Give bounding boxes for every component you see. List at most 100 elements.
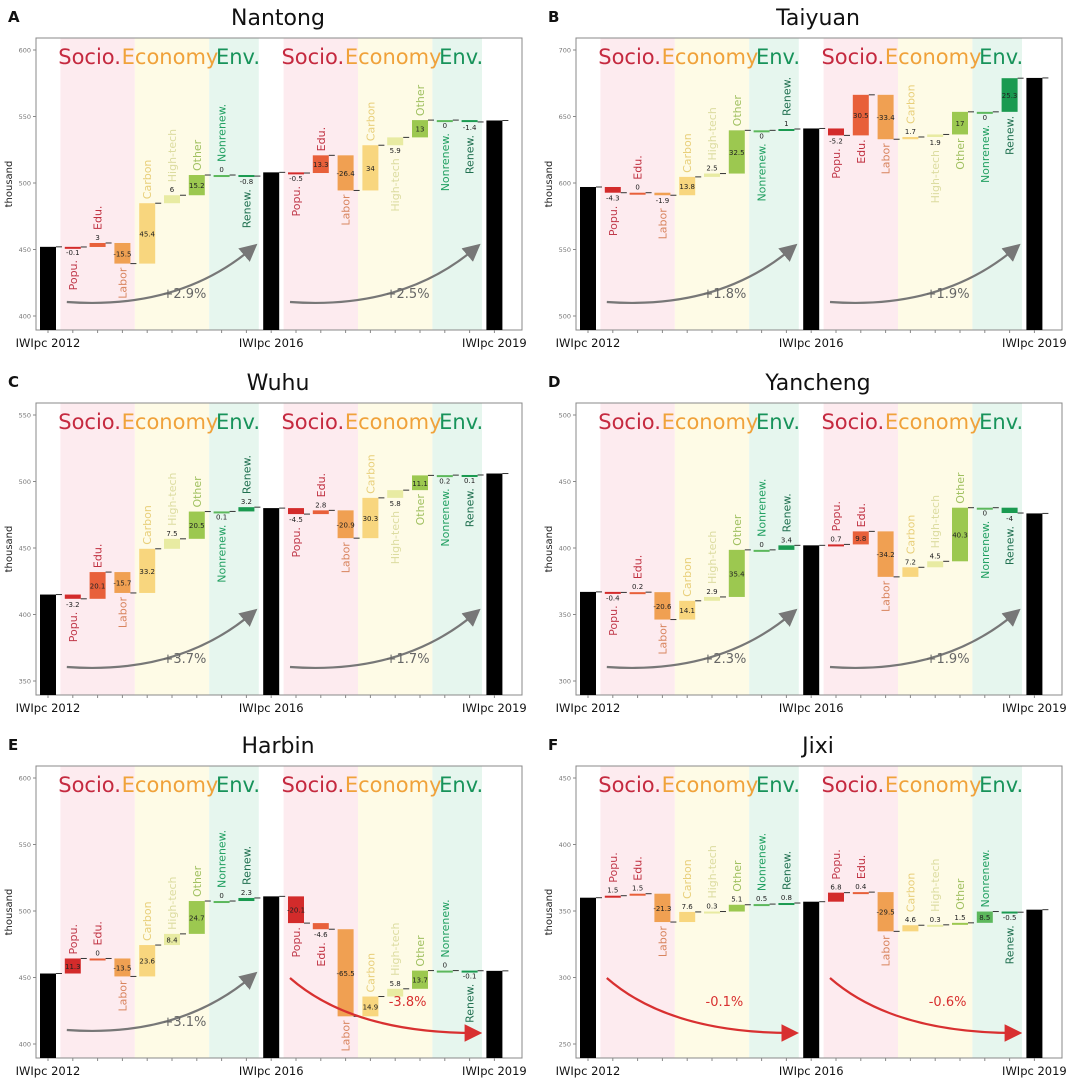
- y-tick-label: 650: [559, 113, 571, 121]
- value-label: 3.2: [241, 498, 252, 506]
- y-tick-label: 550: [19, 412, 31, 420]
- group-header: Socio.: [598, 410, 661, 434]
- group-header: Socio.: [281, 773, 344, 797]
- category-label: Edu.: [632, 856, 645, 880]
- value-label: 24.7: [189, 914, 205, 922]
- category-label: Nonrenew.: [439, 488, 452, 546]
- category-label: Popu.: [607, 852, 620, 882]
- contribution-bar: [436, 475, 453, 478]
- contribution-bar: [704, 911, 720, 914]
- value-label: 15.2: [189, 182, 205, 190]
- total-bar: [580, 186, 596, 330]
- y-tick-label: 300: [559, 678, 571, 686]
- panel-letter: D: [548, 373, 560, 391]
- y-axis-label: thousand: [4, 161, 15, 208]
- value-label: 2.9: [706, 588, 717, 596]
- value-label: 45.4: [139, 230, 155, 238]
- value-label: 11.1: [412, 480, 428, 488]
- contribution-bar: [877, 531, 894, 577]
- contribution-bar: [461, 120, 478, 123]
- contribution-bar: [387, 490, 404, 498]
- category-label: High-tech: [929, 858, 942, 911]
- group-header: Economy: [885, 45, 982, 69]
- contribution-bar: [679, 600, 696, 620]
- group-header: Economy: [122, 410, 219, 434]
- contribution-bar: [362, 145, 379, 191]
- category-label: Renew.: [780, 851, 793, 890]
- growth-rate-label: +1.9%: [926, 652, 970, 667]
- contribution-bar: [976, 911, 993, 923]
- category-label: Carbon: [904, 84, 917, 124]
- contribution-bar: [387, 137, 404, 146]
- value-label: 1.5: [954, 914, 965, 922]
- value-label: 33.2: [139, 568, 155, 576]
- value-label: 0.5: [756, 895, 767, 903]
- category-label: Nonrenew.: [756, 833, 769, 891]
- increase-arrow: [66, 971, 258, 1032]
- contribution-bar: [877, 892, 894, 932]
- y-axis-label: thousand: [544, 526, 555, 573]
- panel-title: Wuhu: [247, 371, 310, 396]
- group-header: Env.: [439, 773, 483, 797]
- value-label: -65.5: [337, 970, 355, 978]
- value-label: -20.1: [287, 907, 305, 915]
- contribution-bar: [654, 893, 671, 923]
- category-label: Labor: [880, 935, 893, 967]
- category-label: Nonrenew.: [756, 479, 769, 537]
- group-header: Economy: [345, 410, 442, 434]
- total-label: IWIpc 2019: [462, 336, 527, 350]
- value-label: 0: [219, 166, 223, 174]
- group-header: Socio.: [58, 410, 121, 434]
- contribution-bar: [164, 195, 180, 204]
- category-label: Other: [414, 935, 427, 967]
- contribution-bar: [1001, 78, 1018, 112]
- value-label: 6: [170, 186, 175, 194]
- y-tick-label: 400: [19, 611, 31, 619]
- band-socio: [600, 403, 675, 695]
- category-label: Popu.: [67, 260, 80, 290]
- value-label: -0.5: [1003, 914, 1017, 922]
- value-label: 0: [219, 892, 223, 900]
- value-label: 13.3: [313, 161, 329, 169]
- category-label: Labor: [880, 580, 893, 612]
- value-label: -5.2: [829, 137, 843, 145]
- contribution-bar: [461, 970, 478, 973]
- category-label: Other: [731, 514, 744, 546]
- value-label: -1.9: [656, 197, 670, 205]
- category-label: Nonrenew.: [439, 899, 452, 957]
- group-header: Env.: [439, 410, 483, 434]
- category-label: Carbon: [904, 873, 917, 913]
- category-label: High-tech: [389, 922, 402, 975]
- band-env: [432, 403, 482, 695]
- value-label: 30.3: [363, 515, 379, 523]
- contribution-bar: [312, 510, 329, 515]
- total-bar: [580, 591, 596, 695]
- contribution-bar: [461, 474, 478, 477]
- value-label: -0.8: [240, 178, 254, 186]
- value-label: -20.6: [653, 603, 672, 611]
- contribution-bar: [213, 901, 230, 904]
- category-label: Nonrenew.: [979, 125, 992, 183]
- growth-rate-label: +1.8%: [702, 287, 746, 302]
- y-tick-label: 400: [19, 1041, 31, 1049]
- value-label: 3.4: [781, 536, 793, 544]
- contribution-bar: [902, 136, 919, 140]
- contribution-bar: [828, 892, 844, 902]
- value-label: -0.4: [606, 594, 620, 602]
- y-tick-label: 600: [559, 180, 571, 188]
- value-label: 0.1: [216, 514, 227, 522]
- increase-arrow: [829, 243, 1021, 304]
- category-label: Nonrenew.: [979, 849, 992, 907]
- category-label: Edu.: [632, 555, 645, 579]
- total-label: IWIpc 2012: [16, 701, 81, 715]
- y-tick-label: 450: [19, 545, 31, 553]
- y-tick-label: 500: [19, 908, 31, 916]
- category-label: Labor: [116, 267, 129, 299]
- contribution-bar: [139, 548, 156, 593]
- total-bar: [486, 473, 503, 695]
- group-header: Env.: [979, 45, 1023, 69]
- total-bar: [1026, 77, 1043, 331]
- category-label: Other: [414, 84, 427, 116]
- value-label: 0.2: [632, 583, 643, 591]
